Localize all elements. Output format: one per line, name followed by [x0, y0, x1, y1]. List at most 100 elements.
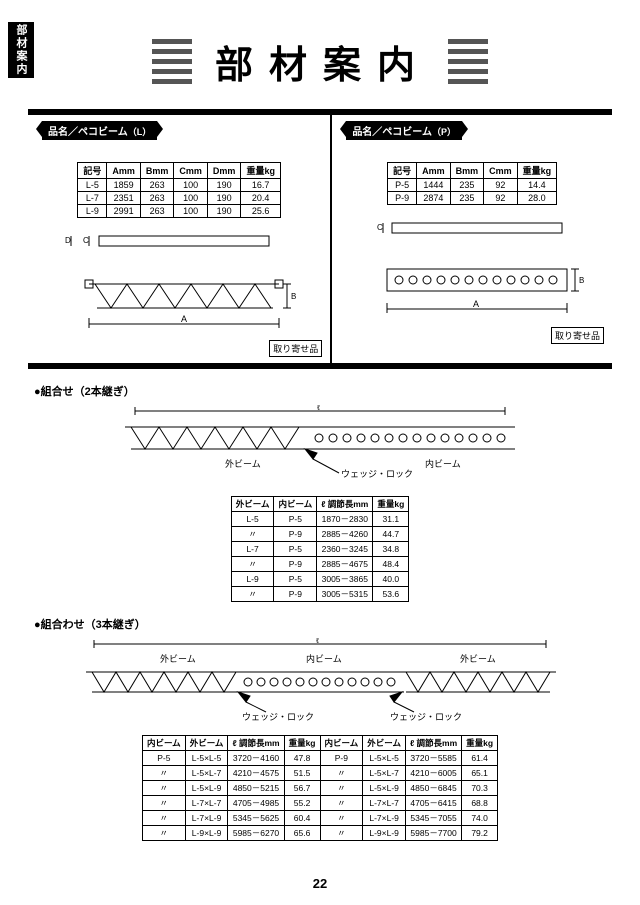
table-cell: 〃	[142, 811, 185, 826]
table-cell: 〃	[320, 796, 363, 811]
side-tab: 部材案内	[8, 22, 34, 78]
table-body: P-514442359214.4P-928742359228.0	[388, 179, 557, 205]
table-cell: 〃	[320, 781, 363, 796]
table-cell: 51.5	[284, 766, 320, 781]
col-adjust: ℓ 調節長mm	[228, 736, 284, 751]
table-cell: 2885－4675	[317, 557, 373, 572]
col-outer: 外ビーム	[185, 736, 228, 751]
table-beam-l: 記号 Amm Bmm Cmm Dmm 重量kg L-51859263100190…	[77, 162, 281, 218]
table-cell: 74.0	[462, 811, 498, 826]
table-row: L-9P-53005－386540.0	[231, 572, 409, 587]
table-cell: 2360－3245	[317, 542, 373, 557]
table-body: L-5185926310019016.7L-7235126310019020.4…	[78, 179, 281, 218]
table-row: 〃L-9×L-95985－627065.6〃L-9×L-95985－770079…	[142, 826, 497, 841]
table-cell: 16.7	[241, 179, 281, 192]
pill-prefix: 品名／	[48, 127, 78, 138]
col-inner2: 内ビーム	[320, 736, 363, 751]
table-row: 〃P-92885－467548.4	[231, 557, 409, 572]
table-cell: P-9	[274, 557, 317, 572]
table-cell: 2874	[417, 192, 451, 205]
table-row: L-9299126310019025.6	[78, 205, 281, 218]
table-cell: L-5	[78, 179, 107, 192]
svg-text:B: B	[579, 276, 584, 285]
table-cell: 3005－3865	[317, 572, 373, 587]
table-cell: 70.3	[462, 781, 498, 796]
table-cell: P-5	[274, 542, 317, 557]
table-cell: L-7×L-7	[185, 796, 228, 811]
table-3joint: 内ビーム 外ビーム ℓ 調節長mm 重量kg 内ビーム 外ビーム ℓ 調節長mm…	[142, 735, 498, 841]
table-cell: 190	[207, 192, 241, 205]
diagram-2joint: ℓ 外ビーム 内ビーム ウェッジ・ロック	[28, 405, 612, 488]
label-wedge-right: ウェッジ・ロック	[390, 712, 462, 722]
table-cell: L-7×L-7	[363, 796, 406, 811]
table-cell: 5985－7700	[406, 826, 462, 841]
diagram-beam-l: C D B	[32, 228, 326, 338]
table-cell: P-5	[388, 179, 417, 192]
table-row: L-5P-51870－283031.1	[231, 512, 409, 527]
label-inner: 内ビーム	[425, 458, 461, 469]
table-cell: 4210－4575	[228, 766, 284, 781]
joint3-svg: ℓ 外ビーム 内ビーム 外ビーム	[70, 638, 570, 724]
col-adjust: ℓ 調節長mm	[317, 497, 373, 512]
table-body: P-5L-5×L-53720－416047.8P-9L-5×L-53720－55…	[142, 751, 497, 841]
table-cell: 100	[174, 179, 208, 192]
order-tag-l: 取り寄せ品	[269, 340, 322, 357]
table-cell: 〃	[142, 781, 185, 796]
table-cell: 2991	[107, 205, 141, 218]
table-cell: 100	[174, 192, 208, 205]
table-cell: 〃	[320, 811, 363, 826]
heading-3joint: ●組合わせ（3本継ぎ）	[34, 616, 612, 632]
table-cell: 235	[450, 179, 484, 192]
table-cell: P-5	[274, 512, 317, 527]
table-cell: 〃	[142, 826, 185, 841]
col-weight: 重量kg	[284, 736, 320, 751]
table-header-row: 記号 Amm Bmm Cmm Dmm 重量kg	[78, 163, 281, 179]
table-cell: 28.0	[517, 192, 557, 205]
page-number: 22	[0, 876, 640, 891]
table-cell: 79.2	[462, 826, 498, 841]
col-d: Dmm	[207, 163, 241, 179]
table-cell: 263	[140, 205, 174, 218]
table-cell: 53.6	[373, 587, 409, 602]
table-cell: 48.4	[373, 557, 409, 572]
table-cell: 〃	[231, 587, 274, 602]
table-cell: 65.1	[462, 766, 498, 781]
col-b: Bmm	[140, 163, 174, 179]
table-cell: 263	[140, 179, 174, 192]
table-cell: 92	[484, 179, 518, 192]
table-cell: 2885－4260	[317, 527, 373, 542]
table-cell: 25.6	[241, 205, 281, 218]
table-cell: 〃	[142, 796, 185, 811]
table-cell: 1444	[417, 179, 451, 192]
table-beam-p: 記号 Amm Bmm Cmm 重量kg P-514442359214.4P-92…	[387, 162, 557, 205]
table-body: L-5P-51870－283031.1 〃P-92885－426044.7L-7P…	[231, 512, 409, 602]
table-header-row: 外ビーム 内ビーム ℓ 調節長mm 重量kg	[231, 497, 409, 512]
table-cell: 44.7	[373, 527, 409, 542]
table-cell: 14.4	[517, 179, 557, 192]
table-cell: 5345－7055	[406, 811, 462, 826]
table-cell: 4705－6415	[406, 796, 462, 811]
label-beam-l: 品名／ペコビーム（L）	[42, 121, 157, 140]
table-cell: L-7	[78, 192, 107, 205]
table-cell: P-9	[388, 192, 417, 205]
table-row: P-514442359214.4	[388, 179, 557, 192]
col-a: Amm	[107, 163, 141, 179]
table-cell: L-5×L-9	[185, 781, 228, 796]
table-cell: 5345－5625	[228, 811, 284, 826]
col-adjust2: ℓ 調節長mm	[406, 736, 462, 751]
col-inner: 内ビーム	[142, 736, 185, 751]
diagram-beam-p: C B A	[336, 215, 608, 325]
table-cell: 235	[450, 192, 484, 205]
col-symbol: 記号	[388, 163, 417, 179]
title-decor-right	[448, 39, 488, 84]
table-cell: 2351	[107, 192, 141, 205]
svg-text:A: A	[473, 299, 479, 309]
table-cell: L-5×L-5	[185, 751, 228, 766]
label-inner-center: 内ビーム	[306, 653, 342, 664]
table-cell: 〃	[320, 826, 363, 841]
label-wedge: ウェッジ・ロック	[341, 469, 413, 479]
table-row: 〃L-7×L-74705－498555.2〃L-7×L-74705－641568…	[142, 796, 497, 811]
table-row: L-7P-52360－324534.8	[231, 542, 409, 557]
table-cell: L-7×L-9	[363, 811, 406, 826]
table-cell: 4850－5215	[228, 781, 284, 796]
